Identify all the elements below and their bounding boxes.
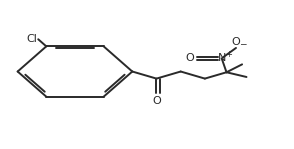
Text: −: − <box>239 39 246 48</box>
Text: N: N <box>218 53 226 63</box>
Text: O: O <box>232 37 240 47</box>
Text: +: + <box>225 50 232 59</box>
Text: O: O <box>152 97 161 107</box>
Text: O: O <box>186 53 194 63</box>
Text: Cl: Cl <box>26 34 37 44</box>
